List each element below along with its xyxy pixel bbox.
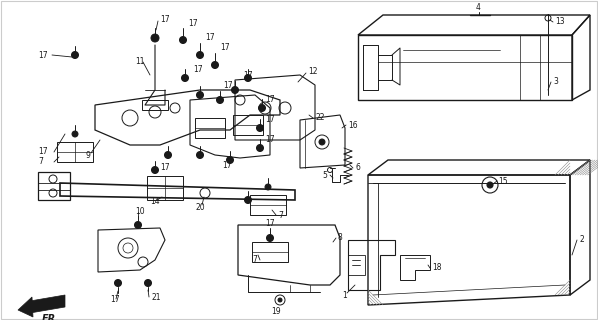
Text: 1: 1 bbox=[342, 291, 347, 300]
Text: 17: 17 bbox=[220, 44, 230, 52]
Text: 18: 18 bbox=[432, 263, 441, 273]
Text: FR.: FR. bbox=[42, 314, 60, 320]
Text: 6: 6 bbox=[355, 164, 360, 172]
Polygon shape bbox=[18, 297, 33, 317]
Text: 10: 10 bbox=[135, 207, 145, 217]
Text: 12: 12 bbox=[308, 68, 318, 76]
Circle shape bbox=[135, 221, 142, 228]
Circle shape bbox=[245, 196, 252, 204]
Text: 17: 17 bbox=[265, 219, 274, 228]
Circle shape bbox=[114, 279, 121, 286]
Circle shape bbox=[179, 36, 187, 44]
Circle shape bbox=[151, 34, 159, 42]
Circle shape bbox=[265, 184, 271, 190]
Text: 17: 17 bbox=[193, 66, 203, 75]
Text: 17: 17 bbox=[110, 295, 120, 305]
Text: 5: 5 bbox=[322, 171, 327, 180]
Text: 17: 17 bbox=[265, 135, 274, 145]
Text: 17: 17 bbox=[205, 34, 215, 43]
Text: 17: 17 bbox=[38, 148, 48, 156]
Circle shape bbox=[216, 97, 224, 103]
Text: 14: 14 bbox=[150, 197, 160, 206]
Circle shape bbox=[319, 139, 325, 145]
Text: 8: 8 bbox=[338, 234, 343, 243]
Polygon shape bbox=[30, 295, 65, 313]
Circle shape bbox=[212, 61, 218, 68]
Text: 3: 3 bbox=[553, 77, 558, 86]
Text: 17: 17 bbox=[265, 116, 274, 124]
Text: 7: 7 bbox=[38, 157, 43, 166]
Text: 13: 13 bbox=[555, 18, 565, 27]
Text: 21: 21 bbox=[151, 293, 160, 302]
Circle shape bbox=[164, 151, 172, 158]
Circle shape bbox=[72, 131, 78, 137]
Text: 4: 4 bbox=[475, 4, 480, 12]
Text: 20: 20 bbox=[196, 203, 206, 212]
Circle shape bbox=[197, 151, 203, 158]
Text: 7: 7 bbox=[278, 211, 283, 220]
Text: 15: 15 bbox=[498, 177, 508, 186]
Circle shape bbox=[197, 92, 203, 99]
Text: 17: 17 bbox=[188, 19, 197, 28]
Circle shape bbox=[487, 182, 493, 188]
Circle shape bbox=[245, 75, 252, 82]
Text: 7: 7 bbox=[252, 255, 257, 265]
Text: 17: 17 bbox=[223, 81, 233, 90]
Circle shape bbox=[145, 279, 151, 286]
Circle shape bbox=[257, 145, 264, 151]
Circle shape bbox=[257, 124, 264, 132]
Text: 17: 17 bbox=[38, 51, 48, 60]
Text: 16: 16 bbox=[348, 121, 358, 130]
Circle shape bbox=[258, 105, 266, 111]
Circle shape bbox=[227, 156, 233, 164]
Text: 22: 22 bbox=[315, 114, 325, 123]
Circle shape bbox=[72, 52, 78, 59]
Circle shape bbox=[197, 52, 203, 59]
Text: 17: 17 bbox=[222, 161, 231, 170]
Circle shape bbox=[151, 166, 158, 173]
Text: 17: 17 bbox=[243, 70, 252, 79]
Text: 11: 11 bbox=[135, 58, 145, 67]
Circle shape bbox=[278, 298, 282, 302]
Text: 2: 2 bbox=[579, 236, 584, 244]
Circle shape bbox=[267, 235, 273, 242]
Text: 17: 17 bbox=[265, 95, 274, 105]
Text: 17: 17 bbox=[160, 164, 170, 172]
Circle shape bbox=[231, 86, 239, 93]
Text: 17: 17 bbox=[160, 15, 170, 25]
Circle shape bbox=[182, 75, 188, 82]
Text: 9: 9 bbox=[85, 150, 90, 159]
Text: 19: 19 bbox=[271, 308, 281, 316]
